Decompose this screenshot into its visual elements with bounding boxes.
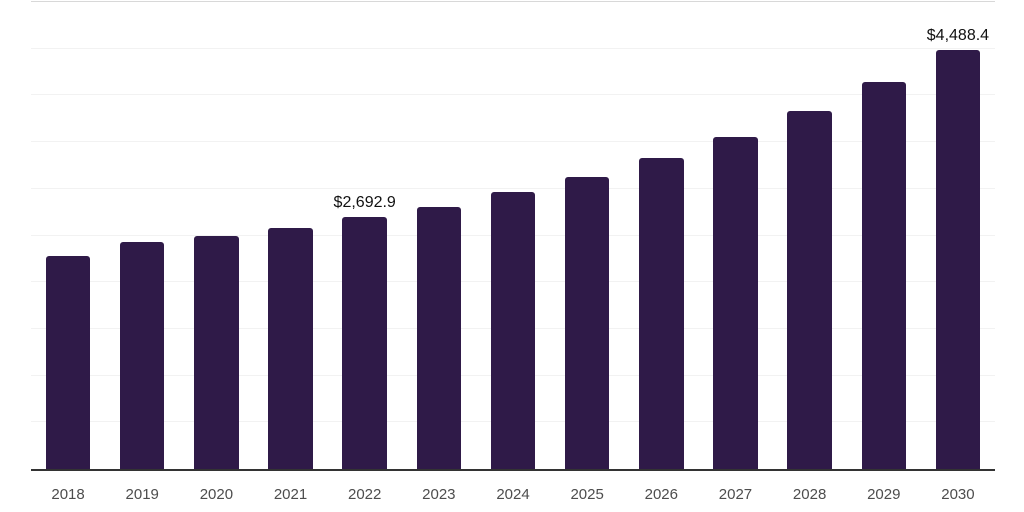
x-tick-label-2022: 2022 bbox=[348, 486, 382, 503]
bar-2028 bbox=[787, 111, 832, 469]
plot-area: $2,692.9 $4,488.4 bbox=[31, 1, 995, 471]
bar-2025 bbox=[564, 177, 610, 469]
bar-2018 bbox=[45, 255, 91, 469]
x-tick-label-2030: 2030 bbox=[941, 486, 975, 503]
x-tick-label-2027: 2027 bbox=[718, 486, 753, 503]
bar-2019 bbox=[119, 241, 165, 469]
bar-2026 bbox=[639, 158, 684, 469]
gridline bbox=[31, 94, 995, 96]
bar-2020 bbox=[194, 236, 239, 469]
x-tick-label-2023: 2023 bbox=[422, 486, 456, 503]
x-tick-label-2026: 2026 bbox=[644, 486, 678, 503]
x-tick-label-2024: 2024 bbox=[496, 486, 530, 503]
data-label-2022: $2,692.9 bbox=[333, 194, 396, 212]
bar-2024 bbox=[490, 191, 536, 469]
gridline bbox=[31, 187, 995, 189]
x-tick-label-2025: 2025 bbox=[570, 486, 604, 503]
bar-2022 bbox=[342, 217, 387, 469]
plot-top-border bbox=[31, 1, 995, 2]
x-tick-label-2018: 2018 bbox=[51, 486, 85, 503]
gridline bbox=[31, 47, 995, 49]
x-tick-label-2019: 2019 bbox=[125, 486, 159, 503]
x-tick-label-2029: 2029 bbox=[867, 486, 901, 503]
x-tick-label-2028: 2028 bbox=[792, 486, 827, 503]
bar-2027 bbox=[713, 137, 758, 469]
bar-2021 bbox=[268, 227, 313, 469]
gridline bbox=[31, 141, 995, 143]
bar-2030 bbox=[935, 49, 981, 469]
x-tick-label-2021: 2021 bbox=[273, 486, 308, 503]
x-axis: 2018 2019 2020 2021 2022 2023 2024 2025 2026 2027… bbox=[31, 486, 995, 506]
bar-2023 bbox=[416, 206, 462, 469]
x-tick-label-2020: 2020 bbox=[199, 486, 234, 503]
bar-2029 bbox=[861, 82, 906, 469]
data-label-2030: $4,488.4 bbox=[926, 26, 990, 44]
